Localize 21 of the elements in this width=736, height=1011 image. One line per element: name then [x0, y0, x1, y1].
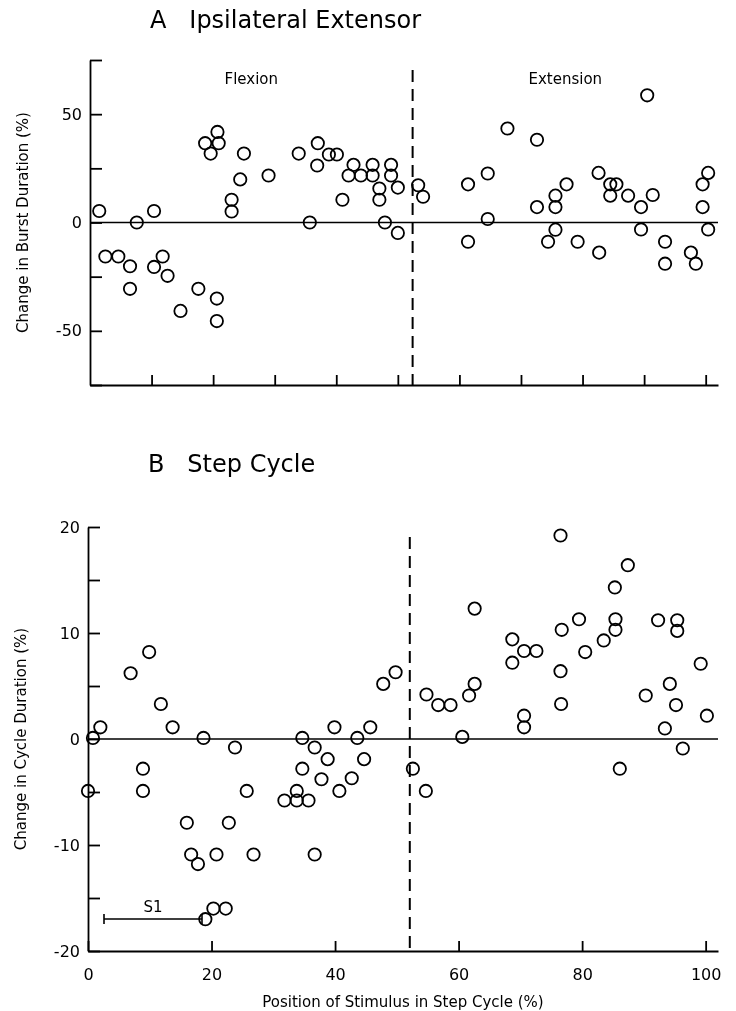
chart-title: A Ipsilateral Extensor	[150, 6, 422, 34]
y-tick-label: 10	[59, 623, 80, 643]
x-tick-label: 20	[201, 965, 223, 985]
y-tick-label: 0	[71, 213, 82, 233]
y-axis-title: Change in Cycle Duration (%)	[12, 627, 30, 851]
annotation: Extension	[528, 70, 603, 88]
y-tick-label: -50	[55, 321, 82, 341]
x-axis-title: Position of Stimulus in Step Cycle (%)	[262, 993, 544, 1011]
y-tick-label: 50	[61, 104, 82, 124]
y-tick-label: 0	[69, 729, 80, 749]
y-tick-label: -10	[53, 835, 80, 855]
x-tick-label: 60	[448, 965, 470, 985]
annotation: Flexion	[224, 70, 279, 88]
x-tick-label: 80	[572, 965, 593, 985]
x-tick-label: 40	[325, 965, 346, 985]
y-axis-title: Change in Burst Duration (%)	[14, 112, 32, 333]
y-tick-label: 20	[59, 517, 80, 537]
chart-title: B Step Cycle	[148, 450, 316, 478]
y-tick-label: -20	[53, 941, 80, 961]
x-tick-label: 100	[690, 965, 722, 985]
annotation: S1	[143, 898, 163, 916]
